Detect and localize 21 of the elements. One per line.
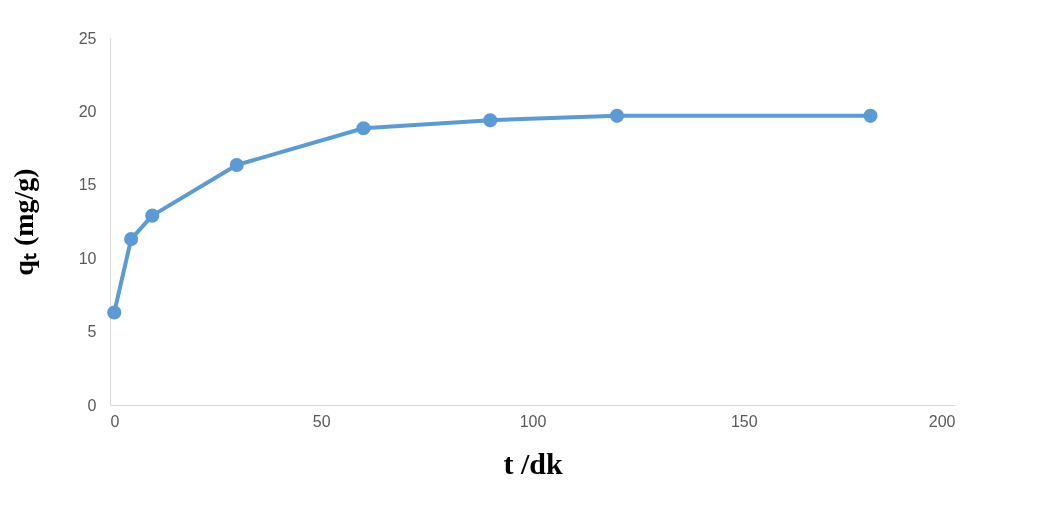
x-tick-label: 150: [730, 412, 758, 430]
x-tick-label: 200: [928, 412, 956, 430]
point: [863, 108, 878, 123]
y-axis-title: qₜ (mg/g): [7, 168, 39, 276]
point: [145, 208, 160, 223]
x-tick-label: 100: [519, 412, 547, 430]
point: [124, 232, 139, 247]
point: [609, 108, 625, 123]
x-tick-label: 50: [312, 412, 331, 430]
y-tick-label: 10: [78, 249, 97, 267]
point: [483, 113, 498, 128]
y-tick-label: 15: [78, 176, 97, 194]
point: [107, 305, 122, 320]
y-tick-label: 20: [78, 102, 97, 120]
x-tick-label: 0: [110, 412, 120, 430]
y-tick-label: 5: [87, 323, 97, 341]
y-tick-label: 25: [78, 29, 97, 47]
x-axis-title: t /dk: [503, 446, 563, 480]
y-tick-label: 0: [87, 396, 97, 414]
point: [229, 157, 244, 173]
point: [356, 121, 371, 136]
